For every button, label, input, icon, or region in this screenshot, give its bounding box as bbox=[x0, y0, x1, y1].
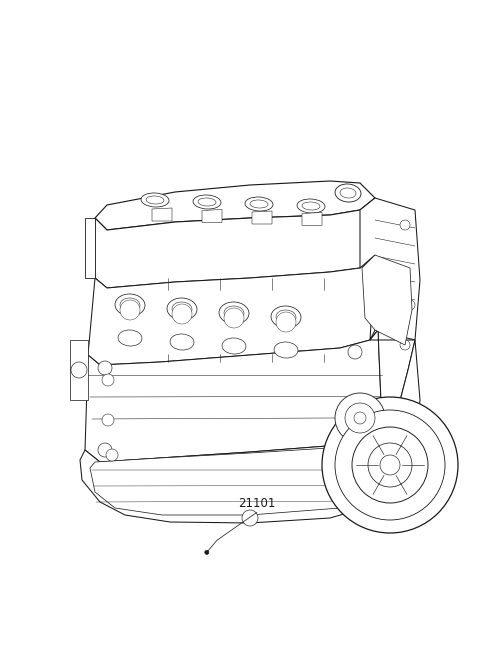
Circle shape bbox=[98, 361, 112, 375]
Circle shape bbox=[102, 414, 114, 426]
Ellipse shape bbox=[274, 342, 298, 358]
Polygon shape bbox=[370, 330, 415, 425]
Ellipse shape bbox=[219, 302, 249, 324]
Circle shape bbox=[354, 412, 366, 424]
Polygon shape bbox=[80, 425, 390, 523]
Circle shape bbox=[345, 403, 375, 433]
Circle shape bbox=[120, 300, 140, 320]
Ellipse shape bbox=[198, 198, 216, 206]
Circle shape bbox=[405, 300, 415, 310]
Polygon shape bbox=[70, 340, 88, 400]
Circle shape bbox=[106, 449, 118, 461]
Ellipse shape bbox=[115, 294, 145, 316]
Polygon shape bbox=[252, 211, 272, 224]
Polygon shape bbox=[85, 183, 420, 520]
Circle shape bbox=[335, 393, 385, 443]
Ellipse shape bbox=[224, 306, 244, 320]
Ellipse shape bbox=[302, 202, 320, 210]
Circle shape bbox=[322, 397, 458, 533]
Circle shape bbox=[400, 220, 410, 230]
Circle shape bbox=[242, 510, 258, 526]
Polygon shape bbox=[152, 208, 172, 221]
Ellipse shape bbox=[141, 193, 169, 207]
Polygon shape bbox=[360, 198, 420, 340]
Circle shape bbox=[205, 550, 209, 554]
Polygon shape bbox=[90, 432, 385, 515]
Circle shape bbox=[368, 443, 412, 487]
Circle shape bbox=[98, 443, 112, 457]
Ellipse shape bbox=[340, 188, 356, 198]
Circle shape bbox=[348, 433, 362, 447]
Polygon shape bbox=[362, 255, 412, 345]
Polygon shape bbox=[85, 330, 382, 462]
Ellipse shape bbox=[297, 199, 325, 213]
Polygon shape bbox=[95, 198, 375, 288]
Polygon shape bbox=[95, 181, 375, 230]
Text: 21101: 21101 bbox=[238, 497, 276, 510]
Ellipse shape bbox=[250, 200, 268, 208]
Circle shape bbox=[400, 340, 410, 350]
Circle shape bbox=[102, 374, 114, 386]
Circle shape bbox=[224, 308, 244, 328]
Polygon shape bbox=[85, 218, 95, 278]
Circle shape bbox=[335, 410, 445, 520]
Ellipse shape bbox=[193, 195, 221, 209]
Ellipse shape bbox=[170, 334, 194, 350]
Ellipse shape bbox=[146, 196, 164, 204]
Ellipse shape bbox=[120, 298, 140, 312]
Polygon shape bbox=[202, 209, 222, 222]
Polygon shape bbox=[302, 213, 322, 226]
Polygon shape bbox=[88, 255, 378, 365]
Ellipse shape bbox=[271, 306, 301, 328]
Circle shape bbox=[172, 304, 192, 324]
Ellipse shape bbox=[222, 338, 246, 354]
Circle shape bbox=[352, 427, 428, 503]
Ellipse shape bbox=[335, 184, 361, 202]
Circle shape bbox=[71, 362, 87, 378]
Circle shape bbox=[380, 455, 400, 475]
Ellipse shape bbox=[276, 310, 296, 324]
Ellipse shape bbox=[118, 330, 142, 346]
Ellipse shape bbox=[167, 298, 197, 320]
Ellipse shape bbox=[245, 197, 273, 211]
Circle shape bbox=[276, 312, 296, 332]
Ellipse shape bbox=[172, 302, 192, 316]
Circle shape bbox=[348, 345, 362, 359]
Polygon shape bbox=[382, 340, 420, 480]
